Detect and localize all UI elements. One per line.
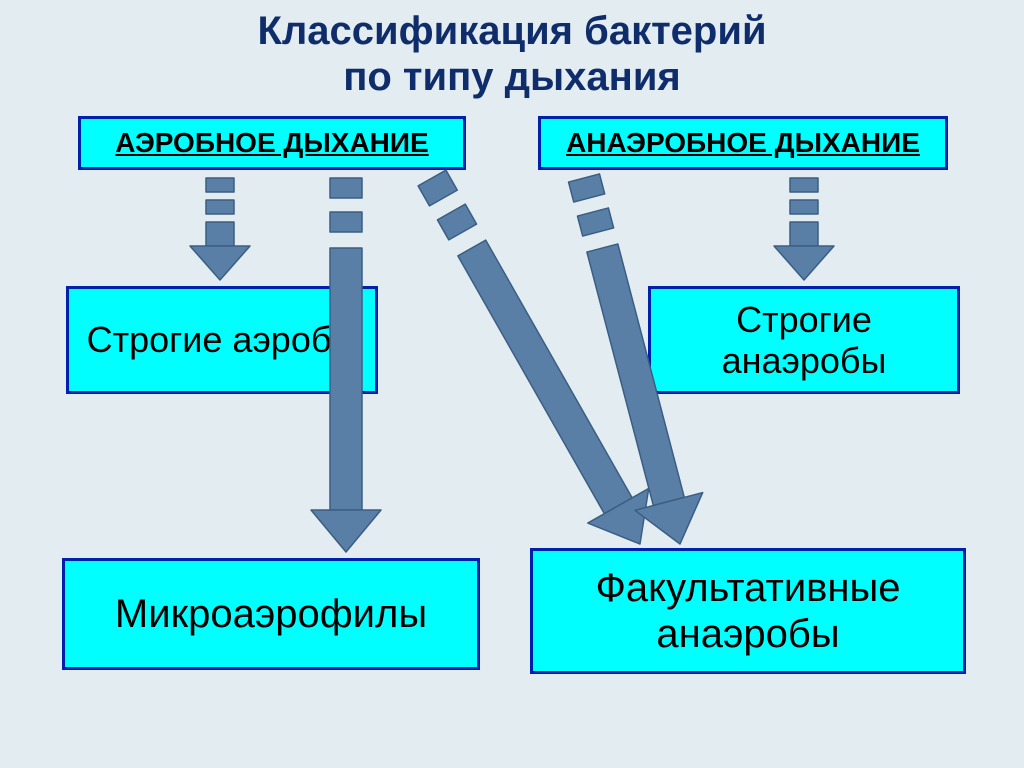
anaerobic-to-strict-anaerobes-dash-0	[790, 178, 818, 192]
node-strict-aerobes-label: Строгие аэробы	[81, 319, 364, 360]
anaerobic-to-strict-anaerobes-dash-1	[790, 200, 818, 214]
aerobic-to-strict-aerobes-shaft	[206, 222, 234, 246]
anaerobic-to-facultative-dash-1	[577, 208, 613, 236]
node-microaerophiles-label: Микроаэрофилы	[109, 591, 433, 637]
slide-title-line2: по типу дыхания	[0, 54, 1024, 100]
node-anaerobic-breathing: АНАЭРОБНОЕ ДЫХАНИЕ	[538, 116, 948, 170]
node-microaerophiles: Микроаэрофилы	[62, 558, 480, 670]
aerobic-to-strict-aerobes-dash-0	[206, 178, 234, 192]
aerobic-to-strict-aerobes-dash-1	[206, 200, 234, 214]
aerobic-to-strict-aerobes-head	[190, 246, 250, 280]
node-aerobic-breathing: АЭРОБНОЕ ДЫХАНИЕ	[78, 116, 466, 170]
node-strict-anaerobes: Строгие анаэробы	[648, 286, 960, 394]
aerobic-to-microaerophiles-dash-0	[330, 178, 362, 198]
aerobic-to-facultative-shaft	[458, 240, 632, 514]
anaerobic-to-facultative-head	[635, 493, 703, 544]
anaerobic-to-facultative-dash-0	[569, 174, 605, 202]
node-strict-anaerobes-label: Строгие анаэробы	[651, 299, 957, 382]
aerobic-to-microaerophiles-head	[311, 510, 381, 552]
aerobic-to-microaerophiles-dash-1	[330, 212, 362, 232]
anaerobic-to-strict-anaerobes-shaft	[790, 222, 818, 246]
node-strict-aerobes: Строгие аэробы	[66, 286, 378, 394]
aerobic-to-facultative-dash-1	[437, 204, 476, 240]
node-facultative-label: Факультативные анаэробы	[533, 565, 963, 657]
aerobic-to-facultative-head	[588, 488, 649, 544]
slide-title-line1: Классификация бактерий	[0, 8, 1024, 54]
aerobic-to-facultative-dash-0	[418, 170, 457, 206]
anaerobic-to-strict-anaerobes-head	[774, 246, 834, 280]
slide-title: Классификация бактерий по типу дыхания	[0, 8, 1024, 100]
node-anaerobic-label: АНАЭРОБНОЕ ДЫХАНИЕ	[560, 127, 926, 159]
node-facultative-anaerobes: Факультативные анаэробы	[530, 548, 966, 674]
node-aerobic-label: АЭРОБНОЕ ДЫХАНИЕ	[109, 127, 434, 159]
